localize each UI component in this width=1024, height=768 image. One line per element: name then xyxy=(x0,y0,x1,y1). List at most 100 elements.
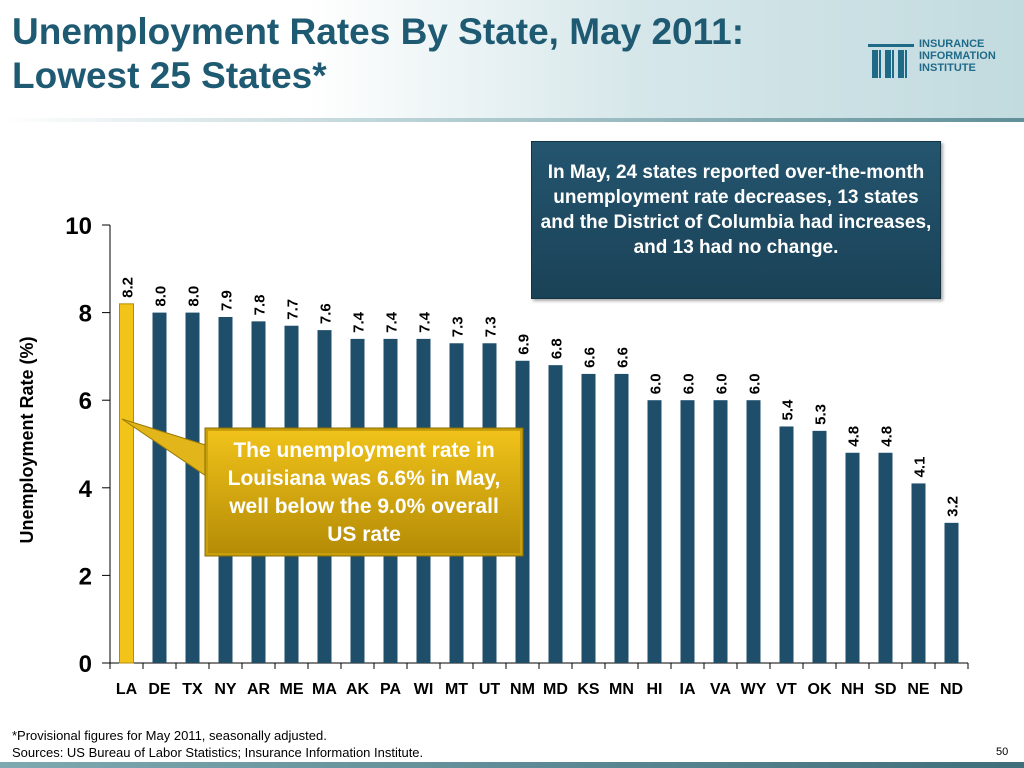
header-rule xyxy=(0,118,1024,122)
bar-la xyxy=(119,303,134,664)
x-tick-label-vt: VT xyxy=(776,681,797,698)
value-label-ok: 5.3 xyxy=(813,404,830,425)
value-label-vt: 5.4 xyxy=(780,399,797,421)
value-label-ut: 7.3 xyxy=(483,316,500,337)
x-tick-label-tx: TX xyxy=(182,681,203,698)
y-tick-label: 8 xyxy=(79,301,92,328)
value-label-me: 7.7 xyxy=(285,299,302,320)
x-tick-label-va: VA xyxy=(710,681,731,698)
value-label-ia: 6.0 xyxy=(681,373,698,394)
bar-ne xyxy=(911,483,926,663)
logo-line-2: INFORMATION xyxy=(919,50,996,62)
footnote-line-1: *Provisional figures for May 2011, seaso… xyxy=(12,728,327,743)
value-label-nd: 3.2 xyxy=(945,496,962,517)
y-tick-label: 2 xyxy=(79,563,92,590)
y-tick-label: 0 xyxy=(79,651,92,678)
bar-va xyxy=(713,400,728,663)
bar-ok xyxy=(812,430,827,663)
value-label-mt: 7.3 xyxy=(450,316,467,337)
x-tick-label-hi: HI xyxy=(647,681,663,698)
x-tick-label-ok: OK xyxy=(808,681,832,698)
callout-shape xyxy=(121,418,524,557)
bar-ia xyxy=(680,400,695,663)
value-label-la: 8.2 xyxy=(120,277,137,298)
bar-md xyxy=(548,365,563,663)
x-tick-label-nh: NH xyxy=(841,681,864,698)
x-tick-label-md: MD xyxy=(543,681,568,698)
bar-de xyxy=(152,312,167,663)
info-box: In May, 24 states reported over-the-mont… xyxy=(531,141,941,299)
x-tick-label-mt: MT xyxy=(445,681,468,698)
x-tick-label-sd: SD xyxy=(874,681,896,698)
callout-text: The unemployment rate in Louisiana was 6… xyxy=(227,439,501,546)
x-tick-label-wy: WY xyxy=(741,681,767,698)
y-axis-label: Unemployment Rate (%) xyxy=(17,336,37,543)
value-label-mn: 6.6 xyxy=(615,347,632,368)
logo-text: INSURANCE INFORMATION INSTITUTE xyxy=(919,38,996,74)
value-label-nh: 4.8 xyxy=(846,426,863,447)
x-tick-label-ak: AK xyxy=(346,681,370,698)
value-label-ks: 6.6 xyxy=(582,347,599,368)
value-label-tx: 8.0 xyxy=(186,286,203,307)
bar-sd xyxy=(878,452,893,663)
bar-nh xyxy=(845,452,860,663)
chart-y-tick-labels: 0 2 4 6 8 10 xyxy=(65,213,92,678)
value-label-ak: 7.4 xyxy=(351,311,368,333)
x-tick-label-ar: AR xyxy=(247,681,271,698)
bar-ks xyxy=(581,373,596,663)
y-tick-label: 4 xyxy=(79,476,93,503)
value-label-ma: 7.6 xyxy=(318,303,335,324)
info-box-text: In May, 24 states reported over-the-mont… xyxy=(540,162,932,258)
bar-nd xyxy=(944,522,959,663)
x-tick-label-mn: MN xyxy=(609,681,634,698)
chart-x-labels: LA DE TX NY AR ME MA AK PA WI MT UT NM MD KS MN HI IA VA WY… xyxy=(116,681,963,698)
bar-vt xyxy=(779,426,794,663)
x-tick-label-ks: KS xyxy=(577,681,600,698)
value-label-ny: 7.9 xyxy=(219,290,236,311)
value-label-ne: 4.1 xyxy=(912,457,929,478)
x-tick-label-ut: UT xyxy=(479,681,501,698)
y-tick-label: 6 xyxy=(79,388,92,415)
header-band xyxy=(0,0,1024,118)
footnote: *Provisional figures for May 2011, seaso… xyxy=(12,727,423,761)
x-tick-label-ia: IA xyxy=(680,681,696,698)
bar-wy xyxy=(746,400,761,663)
value-label-sd: 4.8 xyxy=(879,426,896,447)
x-tick-label-me: ME xyxy=(280,681,304,698)
value-label-ar: 7.8 xyxy=(252,295,269,316)
x-tick-label-la: LA xyxy=(116,681,138,698)
logo-line-1: INSURANCE xyxy=(919,38,985,50)
bar-tx xyxy=(185,312,200,663)
bottom-bar xyxy=(0,762,1024,768)
title-line-1: Unemployment Rates By State, May 2011: xyxy=(12,11,745,52)
x-tick-label-ne: NE xyxy=(907,681,930,698)
value-label-nm: 6.9 xyxy=(516,334,533,355)
value-label-pa: 7.4 xyxy=(384,311,401,333)
title-line-2: Lowest 25 States* xyxy=(12,55,327,96)
x-tick-label-wi: WI xyxy=(414,681,434,698)
value-label-va: 6.0 xyxy=(714,373,731,394)
x-tick-label-nd: ND xyxy=(940,681,963,698)
bar-hi xyxy=(647,400,662,663)
x-tick-label-nm: NM xyxy=(510,681,535,698)
value-label-de: 8.0 xyxy=(153,286,170,307)
y-tick-label: 10 xyxy=(65,213,92,240)
bar-chart: 8.2 8.0 8.0 7.9 7.8 7.7 7.6 7.4 7.4 7.4 7.3 7.3 6.9 6… xyxy=(17,213,969,698)
x-tick-label-ny: NY xyxy=(214,681,237,698)
logo: INSURANCE INFORMATION INSTITUTE xyxy=(868,36,1018,82)
x-tick-label-ma: MA xyxy=(312,681,337,698)
value-label-wi: 7.4 xyxy=(417,311,434,333)
x-tick-label-de: DE xyxy=(148,681,171,698)
page-number: 50 xyxy=(996,746,1009,758)
callout-box-inner xyxy=(208,431,520,553)
page-title: Unemployment Rates By State, May 2011: L… xyxy=(12,10,744,98)
iii-logo-icon xyxy=(868,44,914,78)
logo-line-3: INSTITUTE xyxy=(919,62,976,74)
bar-mn xyxy=(614,373,629,663)
chart-value-labels: 8.2 8.0 8.0 7.9 7.8 7.7 7.6 7.4 7.4 7.4 7.3 7.3 6.9 6… xyxy=(120,277,962,517)
value-label-md: 6.8 xyxy=(549,338,566,359)
footnote-line-2: Sources: US Bureau of Labor Statistics; … xyxy=(12,745,424,760)
x-tick-label-pa: PA xyxy=(380,681,401,698)
value-label-hi: 6.0 xyxy=(648,373,665,394)
value-label-wy: 6.0 xyxy=(747,373,764,394)
